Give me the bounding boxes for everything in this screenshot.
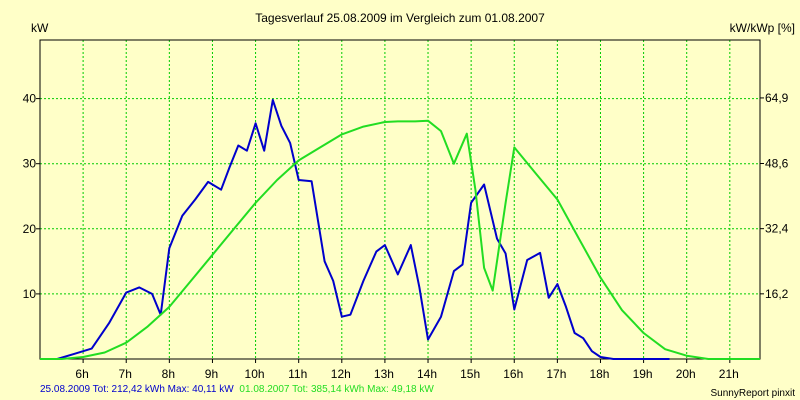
y-tick-label-left: 30	[23, 157, 37, 171]
svg-text:25.08.2009 Tot: 212,42 kWh Max: 25.08.2009 Tot: 212,42 kWh Max: 40,11 kW…	[40, 384, 434, 395]
plot-area	[39, 39, 761, 360]
x-tick-label: 20h	[676, 367, 696, 381]
footer-series-2: 01.08.2007 Tot: 385,14 kWh Max: 49,18 kW	[239, 384, 434, 395]
y-tick-labels-right: 16,2 32,4 48,6 64,9	[765, 91, 789, 301]
y-tick-labels-left: 10 20 30 40	[23, 92, 37, 301]
series-line-1	[40, 98, 670, 360]
x-tick-label: 13h	[374, 367, 394, 381]
x-tick-label: 18h	[589, 367, 609, 381]
x-tick-label: 17h	[546, 367, 566, 381]
x-tick-label: 12h	[331, 367, 351, 381]
y-tick-label-right: 16,2	[765, 287, 789, 301]
x-tick-labels: 6h 7h 8h 9h 10h 11h 12h 13h 14h 15h 16h 17h 18h 19h 20…	[75, 367, 738, 381]
y-axis-right-label: kW/kWp [%]	[730, 21, 795, 35]
x-tick-label: 9h	[205, 367, 218, 381]
y-tick-label-right: 64,9	[765, 91, 789, 105]
grid	[36, 40, 764, 363]
series-line-2	[40, 119, 760, 360]
x-tick-label: 21h	[719, 367, 739, 381]
x-tick-label: 19h	[633, 367, 653, 381]
y-tick-label-left: 20	[23, 222, 37, 236]
x-tick-label: 16h	[503, 367, 523, 381]
y-axis-left-label: kW	[31, 21, 49, 35]
footer-series-1: 25.08.2009 Tot: 212,42 kWh Max: 40,11 kW	[40, 384, 234, 395]
chart-title: Tagesverlauf 25.08.2009 im Vergleich zum…	[255, 11, 545, 25]
y-tick-label-left: 10	[23, 287, 37, 301]
series-lines	[40, 98, 760, 360]
x-tick-label: 14h	[417, 367, 437, 381]
x-tick-label: 15h	[460, 367, 480, 381]
y-tick-label-right: 32,4	[765, 222, 789, 236]
x-tick-label: 10h	[245, 367, 265, 381]
x-tick-label: 11h	[288, 367, 307, 381]
x-tick-label: 6h	[75, 367, 88, 381]
x-tick-label: 7h	[119, 367, 132, 381]
footer-credit: SunnyReport pinxit	[711, 388, 796, 399]
x-tick-label: 8h	[162, 367, 175, 381]
y-tick-label-right: 48,6	[765, 156, 789, 170]
y-tick-label-left: 40	[23, 92, 37, 106]
